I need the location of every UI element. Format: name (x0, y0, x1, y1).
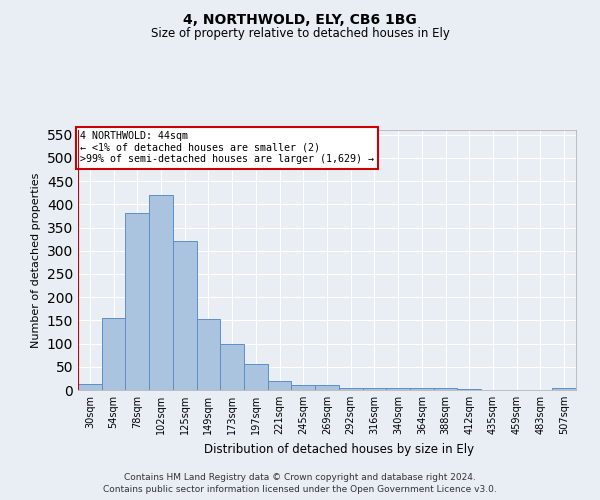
Text: 4, NORTHWOLD, ELY, CB6 1BG: 4, NORTHWOLD, ELY, CB6 1BG (183, 12, 417, 26)
Bar (197, 320, 220, 390)
Bar (173, 242, 197, 390)
Bar (102, 318, 125, 390)
Bar (149, 195, 173, 390)
Bar (292, 386, 315, 390)
Bar (220, 344, 244, 390)
Bar (386, 388, 410, 390)
Bar (315, 386, 339, 390)
Bar (457, 388, 481, 390)
Bar (268, 381, 292, 390)
Bar (78, 384, 102, 390)
Bar (410, 388, 434, 390)
Text: Contains HM Land Registry data © Crown copyright and database right 2024.
Contai: Contains HM Land Registry data © Crown c… (103, 472, 497, 494)
Bar (434, 388, 457, 390)
Text: Size of property relative to detached houses in Ely: Size of property relative to detached ho… (151, 28, 449, 40)
Y-axis label: Number of detached properties: Number of detached properties (31, 172, 41, 348)
Bar (362, 388, 386, 390)
Bar (125, 212, 149, 390)
Text: Distribution of detached houses by size in Ely: Distribution of detached houses by size … (204, 442, 474, 456)
Bar (339, 388, 362, 390)
Text: 4 NORTHWOLD: 44sqm
← <1% of detached houses are smaller (2)
>99% of semi-detache: 4 NORTHWOLD: 44sqm ← <1% of detached hou… (80, 132, 374, 164)
Bar (552, 388, 576, 390)
Bar (244, 364, 268, 390)
